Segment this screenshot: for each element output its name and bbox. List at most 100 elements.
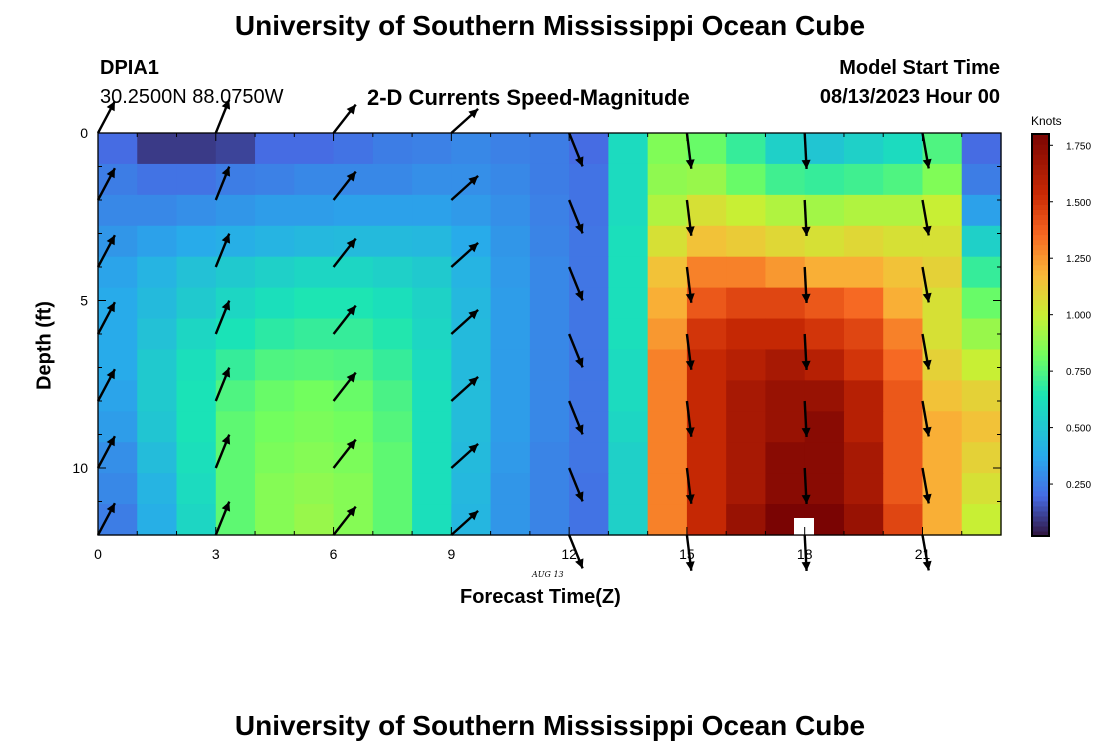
heatmap-cell xyxy=(529,411,570,443)
heatmap-cell xyxy=(451,411,492,443)
heatmap-cell xyxy=(647,287,688,320)
colorbar-segment xyxy=(1032,279,1049,286)
heatmap-cell xyxy=(883,318,924,351)
colorbar: 0.250 0.500 0.750 1.000 1.250 1.500 1.750 xyxy=(1031,133,1091,537)
current-arrow xyxy=(801,534,811,572)
current-arrow xyxy=(685,467,695,504)
heatmap-cell xyxy=(215,473,256,505)
heatmap-cell xyxy=(490,318,531,351)
current-arrow xyxy=(96,167,116,201)
heatmap-cell xyxy=(215,256,256,289)
heatmap-cell xyxy=(686,411,727,443)
colorbar-frame xyxy=(1031,133,1050,537)
heatmap-cell xyxy=(883,349,924,381)
colorbar-segment xyxy=(1032,144,1049,150)
current-arrow xyxy=(568,333,584,368)
current-arrow xyxy=(450,108,479,134)
heatmap-cell xyxy=(726,194,767,227)
heatmap-cell xyxy=(215,442,256,474)
current-arrow xyxy=(568,400,584,435)
heatmap-cell xyxy=(372,287,413,320)
heatmap-cell xyxy=(922,380,963,412)
heatmap-cell xyxy=(412,318,452,351)
colorbar-segment xyxy=(1032,510,1049,517)
heatmap-cell xyxy=(569,194,609,227)
heatmap-cell xyxy=(137,133,178,165)
heatmap-cell xyxy=(569,225,609,258)
heatmap-cell xyxy=(333,318,374,351)
colorbar-segment xyxy=(1032,405,1049,411)
colorbar-segment xyxy=(1032,319,1049,326)
heatmap-cell xyxy=(372,163,413,196)
heatmap-cell xyxy=(569,287,609,320)
y-tick-label: 0 xyxy=(80,125,88,141)
heatmap-cell xyxy=(98,256,138,289)
colorbar-segment xyxy=(1032,199,1049,205)
colorbar-segment xyxy=(1032,274,1049,281)
colorbar-segment xyxy=(1032,169,1049,175)
heatmap-cell xyxy=(765,380,806,412)
heatmap-cell xyxy=(726,133,767,165)
heatmap-cell xyxy=(529,256,570,289)
heatmap-cell xyxy=(176,442,217,474)
colorbar-segment xyxy=(1032,139,1049,145)
colorbar-tick-label: 0.250 xyxy=(1066,480,1091,491)
colorbar-segment xyxy=(1032,254,1049,261)
heatmap-cell xyxy=(255,411,295,443)
heatmap-cell xyxy=(569,349,609,381)
heatmap-cell xyxy=(843,504,884,536)
heatmap-cell xyxy=(883,256,924,289)
heatmap-cell xyxy=(451,194,492,227)
heatmap-cell xyxy=(883,411,924,443)
current-arrow xyxy=(450,309,479,335)
current-arrow xyxy=(921,132,932,169)
model-start-label: Model Start Time xyxy=(839,57,1000,79)
heatmap-cell xyxy=(176,318,217,351)
colorbar-segment xyxy=(1032,465,1049,472)
colorbar-segment xyxy=(1032,259,1049,266)
heatmap-cell xyxy=(804,380,845,412)
heatmap-cell xyxy=(843,318,884,351)
heatmap-cell xyxy=(686,163,727,196)
heatmap-cell xyxy=(529,163,570,196)
heatmap-cell xyxy=(255,133,295,165)
colorbar-segment xyxy=(1032,395,1049,401)
heatmap-cell xyxy=(608,473,649,505)
heatmap-cell xyxy=(294,287,335,320)
colorbar-segment xyxy=(1032,159,1049,165)
heatmap-cell xyxy=(961,442,1002,474)
heatmap-cell xyxy=(686,442,727,474)
heatmap-cell xyxy=(726,225,767,258)
heatmap-cell xyxy=(608,194,649,227)
current-arrow xyxy=(685,400,695,437)
heatmap-cell xyxy=(883,287,924,320)
heatmap-cell xyxy=(608,163,649,196)
current-arrow xyxy=(568,467,584,502)
heatmap-cell xyxy=(765,349,806,381)
heatmap-cell xyxy=(686,133,727,165)
heatmap-cell xyxy=(608,225,649,258)
heatmap-cell xyxy=(137,349,178,381)
heatmap-cell xyxy=(176,194,217,227)
heatmap-cell xyxy=(726,256,767,289)
current-arrow xyxy=(450,443,479,469)
current-arrow xyxy=(568,266,584,301)
heatmap-cell xyxy=(176,380,217,412)
colorbar-label: Knots xyxy=(1031,114,1062,128)
x-tick-label: 21 xyxy=(915,546,931,562)
colorbar-segment xyxy=(1032,495,1049,502)
colorbar-segment xyxy=(1032,440,1049,447)
heatmap-cell xyxy=(686,473,727,505)
heatmap-cell xyxy=(333,133,374,165)
heatmap-cell xyxy=(647,504,688,536)
y-tick-label: 5 xyxy=(80,293,88,309)
current-arrow xyxy=(921,266,932,303)
colorbar-segment xyxy=(1032,239,1049,246)
heatmap-cell xyxy=(294,380,335,412)
heatmap-cell xyxy=(412,133,452,165)
heatmap-cell xyxy=(529,225,570,258)
heatmap-cell xyxy=(215,194,256,227)
heatmap-cell xyxy=(294,442,335,474)
heatmap-cell xyxy=(961,473,1002,505)
colorbar-segment xyxy=(1032,294,1049,301)
